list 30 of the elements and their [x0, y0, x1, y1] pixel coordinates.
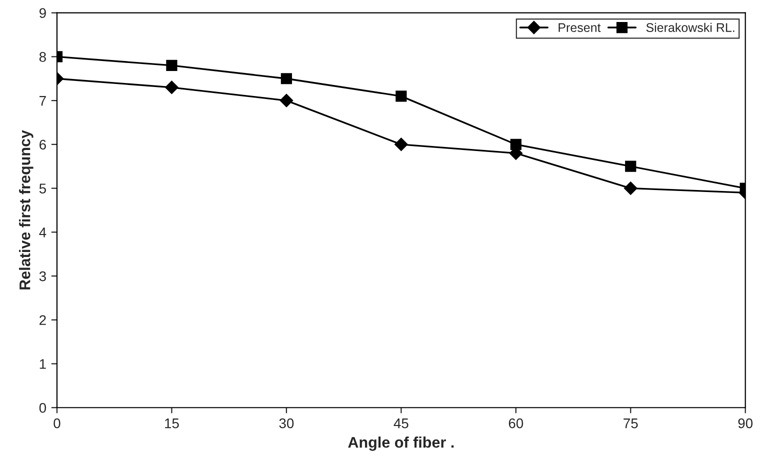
point: [624, 182, 638, 195]
y-tick-label: 3: [39, 271, 46, 282]
point: [165, 80, 178, 94]
point: [280, 94, 294, 108]
point: [394, 138, 408, 152]
y-tick-label: 9: [39, 8, 46, 18]
y-tick-label: 4: [39, 228, 46, 238]
y-tick-label: 5: [39, 184, 46, 194]
y-axis-title: Relative first frequncy: [19, 130, 34, 290]
x-tick-label: 30: [279, 418, 294, 428]
y-tick-label: 1: [40, 359, 46, 369]
point: [396, 90, 407, 102]
x-tick-label: 60: [508, 418, 524, 428]
x-tick-label: 45: [394, 418, 408, 428]
x-tick-label: 90: [738, 418, 753, 428]
y-tick-label: 2: [40, 315, 46, 325]
point: [625, 160, 636, 172]
x-tick-label: 0: [54, 418, 60, 428]
x-tick-label: 75: [624, 418, 638, 428]
y-tick-label: 6: [40, 140, 46, 150]
y-tick-label: 7: [40, 96, 46, 106]
point: [510, 138, 522, 150]
point: [280, 73, 292, 84]
y-tick-label: 8: [39, 52, 46, 62]
legend-label: Present: [558, 23, 601, 32]
point: [166, 60, 178, 72]
x-tick-label: 15: [165, 418, 179, 428]
legend-label: Sierakowski RL.: [646, 22, 734, 32]
x-axis-title: Angle of fiber .: [348, 436, 454, 451]
y-tick-label: 0: [39, 402, 46, 413]
